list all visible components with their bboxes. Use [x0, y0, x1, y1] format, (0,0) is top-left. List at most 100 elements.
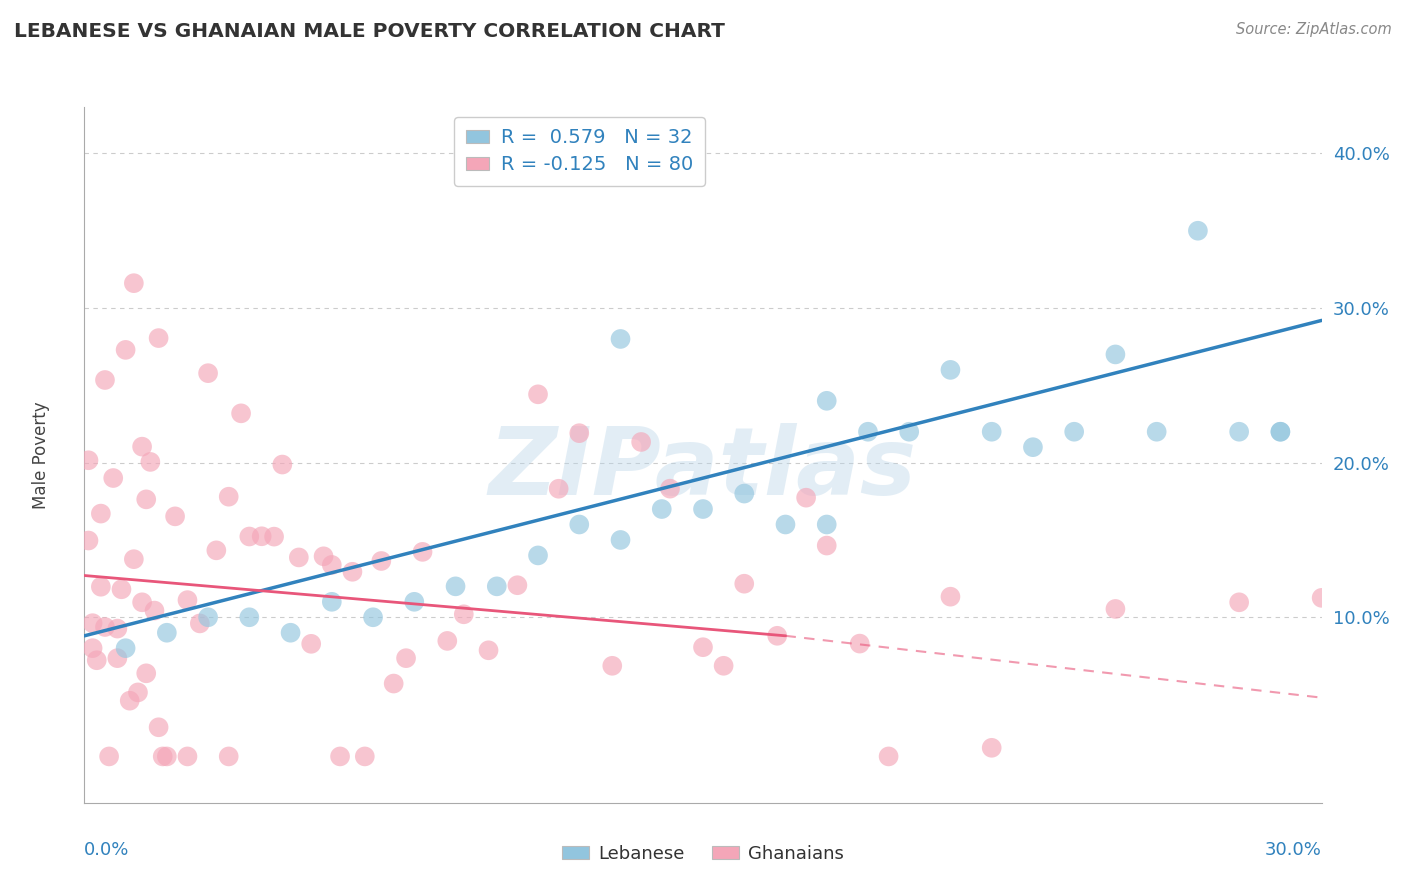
Point	[794, 491, 817, 505]
Point	[114, 343, 136, 357]
Point	[630, 434, 652, 449]
Text: Male Poverty: Male Poverty	[32, 401, 51, 508]
Point	[766, 629, 789, 643]
Point	[271, 458, 294, 472]
Point	[77, 533, 100, 548]
Point	[103, 471, 125, 485]
Point	[82, 616, 104, 631]
Point	[165, 509, 187, 524]
Point	[321, 558, 343, 572]
Point	[1104, 602, 1126, 616]
Point	[238, 529, 260, 543]
Point	[288, 550, 311, 565]
Point	[815, 517, 838, 532]
Point	[176, 593, 198, 607]
Point	[250, 529, 273, 543]
Point	[1227, 595, 1250, 609]
Point	[856, 425, 879, 439]
Point	[86, 653, 108, 667]
Point	[105, 651, 128, 665]
Point	[1310, 591, 1333, 605]
Point	[1270, 425, 1292, 439]
Point	[980, 425, 1002, 439]
Point	[114, 641, 136, 656]
Point	[1063, 425, 1085, 439]
Point	[329, 749, 352, 764]
Point	[361, 610, 384, 624]
Point	[382, 676, 405, 690]
Point	[205, 543, 228, 558]
Point	[980, 740, 1002, 755]
Point	[82, 641, 104, 656]
Point	[404, 595, 426, 609]
Point	[775, 517, 797, 532]
Point	[453, 607, 475, 622]
Point	[218, 490, 240, 504]
Point	[77, 453, 100, 467]
Point	[609, 533, 631, 547]
Point	[436, 634, 458, 648]
Point	[395, 651, 418, 665]
Point	[98, 749, 121, 764]
Point	[1022, 440, 1045, 454]
Point	[713, 658, 735, 673]
Point	[370, 554, 392, 568]
Point	[188, 616, 211, 631]
Point	[131, 440, 153, 454]
Point	[342, 565, 364, 579]
Point	[815, 539, 838, 553]
Point	[176, 749, 198, 764]
Point	[506, 578, 529, 592]
Text: 30.0%: 30.0%	[1265, 841, 1322, 860]
Point	[412, 545, 434, 559]
Point	[127, 685, 149, 699]
Point	[733, 576, 755, 591]
Point	[1270, 425, 1292, 439]
Point	[877, 749, 900, 764]
Point	[600, 658, 623, 673]
Point	[444, 579, 467, 593]
Point	[299, 637, 322, 651]
Point	[122, 552, 145, 566]
Point	[1187, 224, 1209, 238]
Point	[197, 366, 219, 380]
Point	[898, 425, 921, 439]
Point	[692, 502, 714, 516]
Point	[280, 625, 302, 640]
Point	[131, 595, 153, 609]
Point	[148, 720, 170, 734]
Point	[733, 486, 755, 500]
Point	[939, 363, 962, 377]
Text: ZIPatlas: ZIPatlas	[489, 423, 917, 515]
Point	[815, 393, 838, 408]
Point	[939, 590, 962, 604]
Point	[527, 549, 550, 563]
Point	[568, 426, 591, 441]
Point	[122, 276, 145, 290]
Text: LEBANESE VS GHANAIAN MALE POVERTY CORRELATION CHART: LEBANESE VS GHANAIAN MALE POVERTY CORREL…	[14, 22, 725, 41]
Point	[90, 507, 112, 521]
Point	[143, 604, 166, 618]
Point	[135, 666, 157, 681]
Point	[651, 502, 673, 516]
Point	[139, 455, 162, 469]
Point	[238, 610, 260, 624]
Text: 0.0%: 0.0%	[84, 841, 129, 860]
Point	[321, 595, 343, 609]
Point	[1146, 425, 1168, 439]
Point	[477, 643, 499, 657]
Point	[1227, 425, 1250, 439]
Point	[135, 492, 157, 507]
Legend: Lebanese, Ghanaians: Lebanese, Ghanaians	[555, 838, 851, 871]
Point	[848, 637, 870, 651]
Point	[547, 482, 569, 496]
Point	[118, 694, 141, 708]
Point	[609, 332, 631, 346]
Point	[527, 387, 550, 401]
Point	[197, 610, 219, 624]
Point	[263, 530, 285, 544]
Point	[105, 622, 128, 636]
Point	[110, 582, 132, 597]
Point	[229, 406, 252, 420]
Point	[156, 749, 179, 764]
